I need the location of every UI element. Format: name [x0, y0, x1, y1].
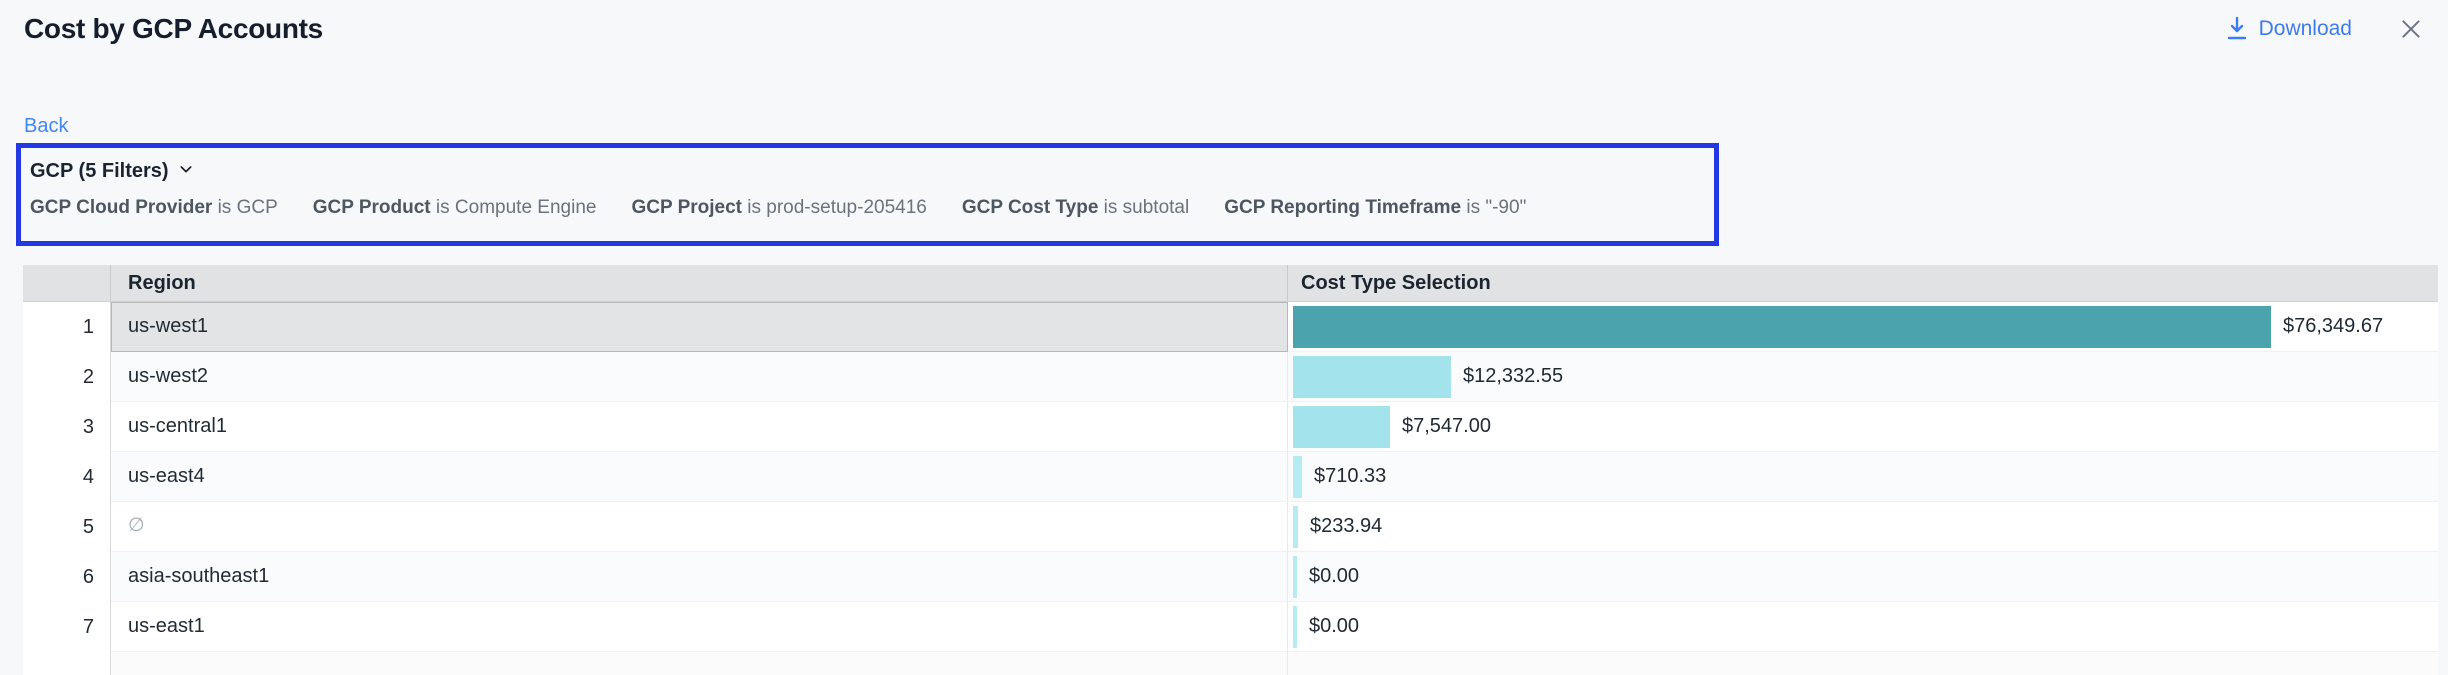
cost-cell[interactable]: $0.00 — [1288, 552, 2438, 602]
region-cell[interactable]: asia-southeast1 — [111, 552, 1288, 602]
cost-value: $12,332.55 — [1463, 365, 1563, 388]
filter-summary-dropdown[interactable]: GCP (5 Filters) — [30, 157, 194, 185]
top-bar: Cost by GCP Accounts Download — [0, 0, 2448, 64]
row-index: 5 — [23, 502, 111, 552]
row-index: 2 — [23, 352, 111, 402]
row-index: 7 — [23, 602, 111, 652]
region-cell[interactable]: us-west1 — [111, 302, 1288, 352]
region-cell[interactable]: us-central1 — [111, 402, 1288, 452]
table-row: 7us-east1 $0.00 — [23, 602, 2438, 652]
cost-bar — [1293, 356, 1451, 398]
filter-chip: GCP Reporting Timeframe is "-90" — [1224, 197, 1526, 219]
download-label: Download — [2259, 17, 2352, 41]
download-button[interactable]: Download — [2225, 16, 2352, 42]
table-row: 5∅ $233.94 — [23, 502, 2438, 552]
cost-value: $233.94 — [1310, 515, 1382, 538]
cost-bar — [1293, 606, 1297, 648]
table-body: 1us-west1$76,349.672us-west2$12,332.553u… — [23, 302, 2438, 652]
download-icon — [2225, 16, 2249, 42]
cost-value: $0.00 — [1309, 615, 1359, 638]
region-cell[interactable]: us-east4 — [111, 452, 1288, 502]
cost-table: Region Cost Type Selection 1us-west1 $76,… — [23, 265, 2438, 675]
cost-cell[interactable]: $12,332.55 — [1288, 352, 2438, 402]
filter-chip: GCP Cost Type is subtotal — [962, 197, 1189, 219]
row-index: 3 — [23, 402, 111, 452]
row-index: 1 — [23, 302, 111, 352]
cost-by-gcp-accounts-panel: Cost by GCP Accounts Download Back — [0, 0, 2448, 672]
filter-chip: GCP Project is prod-setup-205416 — [631, 197, 926, 219]
cost-cell[interactable]: $7,547.00 — [1288, 402, 2438, 452]
column-header-cost[interactable]: Cost Type Selection — [1288, 265, 2438, 301]
cost-bar — [1293, 506, 1298, 548]
region-cell[interactable]: us-east1 — [111, 602, 1288, 652]
cost-value: $0.00 — [1309, 565, 1359, 588]
filter-box: GCP (5 Filters) GCP Cloud Provider is GC… — [16, 143, 1719, 246]
region-cell[interactable]: ∅ — [111, 502, 1288, 552]
cost-cell[interactable]: $0.00 — [1288, 602, 2438, 652]
table-header: Region Cost Type Selection — [23, 265, 2438, 302]
top-actions: Download — [2225, 14, 2426, 44]
table-row: 2us-west2 $12,332.55 — [23, 352, 2438, 402]
cost-bar — [1293, 406, 1390, 448]
table-row: 1us-west1 $76,349.67 — [23, 302, 2438, 352]
filter-chip: GCP Product is Compute Engine — [313, 197, 597, 219]
row-index: 6 — [23, 552, 111, 602]
cost-value: $76,349.67 — [2283, 315, 2383, 338]
row-index: 4 — [23, 452, 111, 502]
cost-cell[interactable]: $710.33 — [1288, 452, 2438, 502]
column-header-region[interactable]: Region — [111, 265, 1288, 301]
back-link[interactable]: Back — [24, 115, 68, 138]
page-title: Cost by GCP Accounts — [24, 13, 323, 45]
cost-bar — [1293, 456, 1302, 498]
cost-value: $710.33 — [1314, 465, 1386, 488]
filter-items: GCP Cloud Provider is GCP GCP Product is … — [30, 197, 1702, 219]
cost-cell[interactable]: $233.94 — [1288, 502, 2438, 552]
cost-cell[interactable]: $76,349.67 — [1288, 302, 2438, 352]
cost-bar — [1293, 306, 2271, 348]
table-row: 3us-central1 $7,547.00 — [23, 402, 2438, 452]
filter-chip: GCP Cloud Provider is GCP — [30, 197, 278, 219]
close-icon[interactable] — [2396, 14, 2426, 44]
column-header-index — [23, 265, 111, 301]
cost-bar — [1293, 556, 1297, 598]
filter-summary-label: GCP (5 Filters) — [30, 157, 169, 185]
cost-value: $7,547.00 — [1402, 415, 1491, 438]
table-row: 4us-east4 $710.33 — [23, 452, 2438, 502]
table-row: 6asia-southeast1 $0.00 — [23, 552, 2438, 602]
chevron-down-icon — [178, 157, 194, 185]
region-cell[interactable]: us-west2 — [111, 352, 1288, 402]
